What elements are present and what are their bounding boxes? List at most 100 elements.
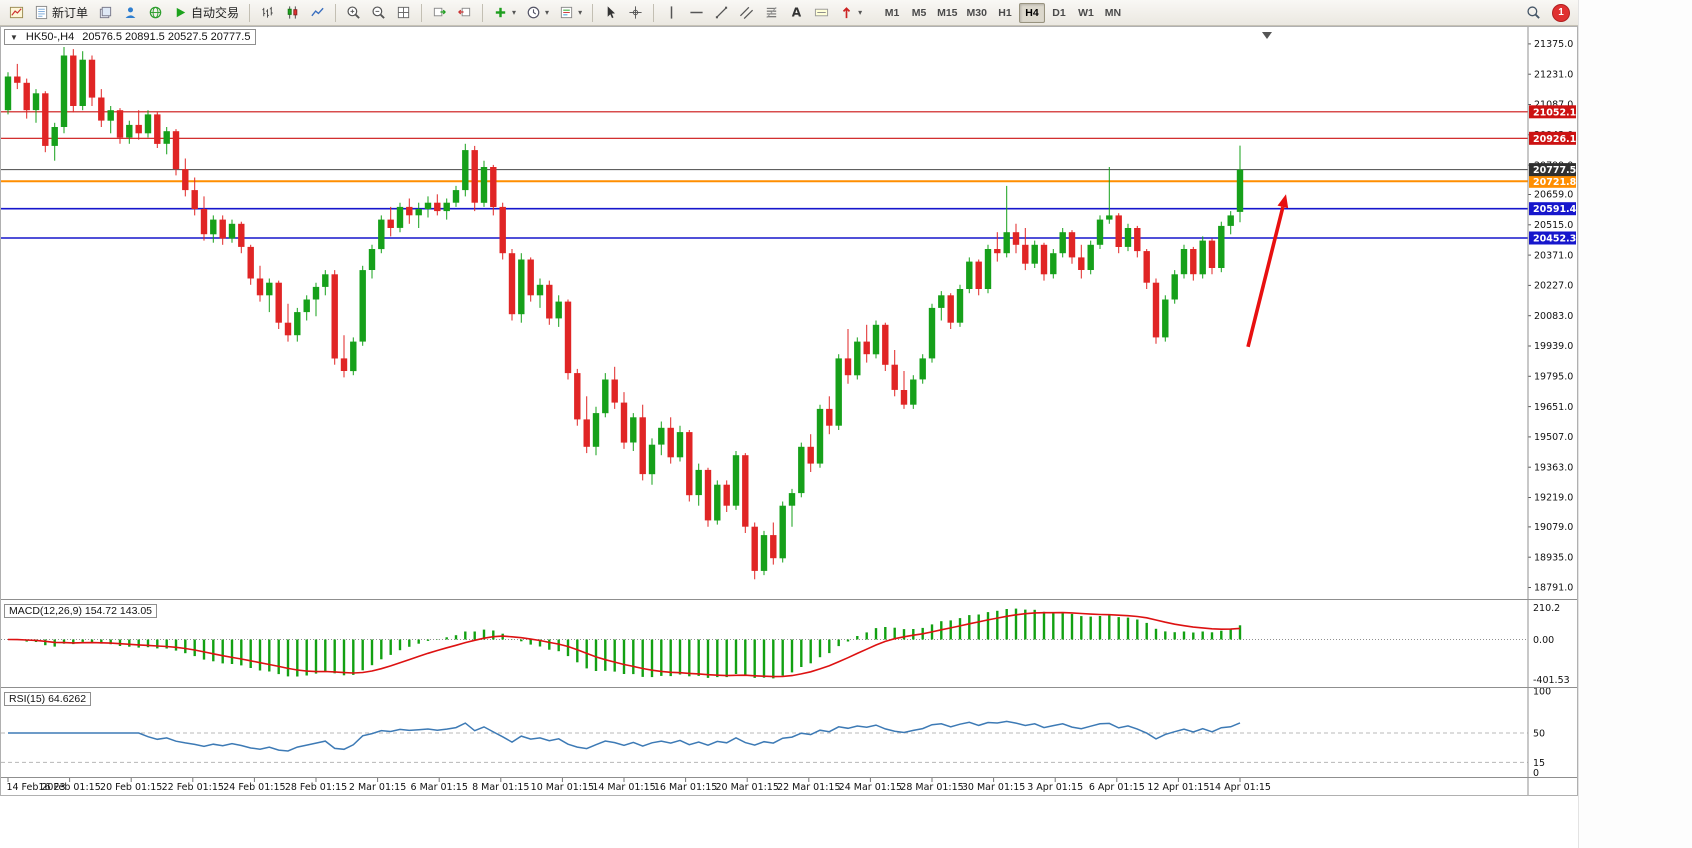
timeframe-m5-button[interactable]: M5 [906, 3, 932, 23]
timeframe-m15-button[interactable]: M15 [933, 3, 961, 23]
crosshair-icon [628, 5, 643, 20]
timeframe-m30-button[interactable]: M30 [963, 3, 991, 23]
cursor-icon [603, 5, 618, 20]
templates-button[interactable]: ▾ [555, 2, 586, 24]
bar-chart-mode-button[interactable] [256, 2, 279, 24]
clock-icon [526, 5, 541, 20]
timeframe-h1-button[interactable]: H1 [992, 3, 1018, 23]
toolbar-separator [249, 3, 251, 22]
template-icon [559, 5, 574, 20]
equidistant-channel-button[interactable] [735, 2, 758, 24]
zoom-out-button[interactable] [367, 2, 390, 24]
trend-icon [714, 5, 729, 20]
svg-text:A: A [792, 6, 802, 20]
svg-text:28 Feb 01:15: 28 Feb 01:15 [285, 782, 347, 793]
chart-shift-button[interactable] [453, 2, 476, 24]
vertical-line-button[interactable] [660, 2, 683, 24]
svg-text:20926.1: 20926.1 [1533, 134, 1576, 145]
shift-icon [457, 5, 472, 20]
chart-icon [9, 5, 24, 20]
svg-text:12 Apr 01:15: 12 Apr 01:15 [1147, 782, 1209, 793]
periods-button[interactable]: ▾ [522, 2, 553, 24]
svg-text:14 Feb 2023: 14 Feb 2023 [6, 782, 65, 793]
grid-icon [396, 5, 411, 20]
search-button[interactable] [1522, 2, 1545, 24]
auto-trading-button[interactable]: 自动交易 [169, 2, 243, 24]
collapse-arrow-icon[interactable]: ▼ [10, 32, 18, 42]
scroll-icon [432, 5, 447, 20]
zoom-in-button[interactable] [342, 2, 365, 24]
text-button[interactable]: A [785, 2, 808, 24]
chart-ohlc: 20576.5 20891.5 20527.5 20777.5 [82, 31, 251, 43]
svg-text:21087.0: 21087.0 [1534, 100, 1573, 111]
toolbar-right-cluster: 1 [1521, 2, 1574, 24]
cursor-button[interactable] [599, 2, 622, 24]
svg-text:16 Mar 01:15: 16 Mar 01:15 [654, 782, 717, 793]
timeframe-h4-button[interactable]: H4 [1018, 2, 1045, 23]
svg-text:210.2: 210.2 [1533, 603, 1560, 614]
svg-text:20083.0: 20083.0 [1534, 311, 1573, 322]
refresh-button[interactable] [144, 2, 167, 24]
caret-down-icon: ▾ [512, 8, 517, 17]
timeframe-d1-button[interactable]: D1 [1046, 3, 1072, 23]
person-icon [123, 5, 138, 20]
macd-pane: 210.2 0.00 -401.53 [1, 603, 1570, 686]
toolbar: 新订单 自动交易 ▾ ▾ ▾ A ▾ M1 M5 M15 M30 H1 H4 D1 W1 MN 1 [0, 0, 1578, 26]
svg-text:0.00: 0.00 [1533, 635, 1554, 646]
svg-text:3 Apr 01:15: 3 Apr 01:15 [1027, 782, 1083, 793]
tile-windows-button[interactable] [392, 2, 415, 24]
fibonacci-button[interactable] [760, 2, 783, 24]
fibo-icon [764, 5, 779, 20]
chart-info-box: ▼ HK50-,H4 20576.5 20891.5 20527.5 20777… [4, 29, 257, 45]
zoom-in-icon [346, 5, 361, 20]
timeframe-mn-button[interactable]: MN [1100, 3, 1126, 23]
indicators-button[interactable]: ▾ [489, 2, 520, 24]
auto-trading-label: 自动交易 [191, 6, 240, 20]
crosshair-button[interactable] [624, 2, 647, 24]
hline-icon [689, 5, 704, 20]
line-chart-mode-button[interactable] [306, 2, 329, 24]
timeframe-w1-button[interactable]: W1 [1073, 3, 1099, 23]
layers-icon [98, 5, 113, 20]
svg-text:8 Mar 01:15: 8 Mar 01:15 [472, 782, 529, 793]
svg-text:6 Apr 01:15: 6 Apr 01:15 [1089, 782, 1145, 793]
new-order-button[interactable]: 新订单 [30, 2, 92, 24]
svg-text:24 Mar 01:15: 24 Mar 01:15 [839, 782, 902, 793]
svg-text:21375.0: 21375.0 [1534, 39, 1573, 50]
svg-text:20 Feb 01:15: 20 Feb 01:15 [100, 782, 162, 793]
toolbar-separator [653, 3, 655, 22]
timeframe-m1-button[interactable]: M1 [879, 3, 905, 23]
svg-text:30 Mar 01:15: 30 Mar 01:15 [962, 782, 1025, 793]
svg-text:19219.0: 19219.0 [1534, 493, 1573, 504]
svg-text:20371.0: 20371.0 [1534, 250, 1573, 261]
auto-scroll-button[interactable] [428, 2, 451, 24]
plus-icon [493, 5, 508, 20]
candles-icon [285, 5, 300, 20]
horizontal-line-button[interactable] [685, 2, 708, 24]
community-button[interactable] [119, 2, 142, 24]
svg-text:18791.0: 18791.0 [1534, 583, 1573, 594]
outside-window-area [1578, 0, 1692, 848]
chart-shift-marker[interactable] [1262, 32, 1272, 39]
label-icon [814, 5, 829, 20]
svg-text:10 Mar 01:15: 10 Mar 01:15 [531, 782, 594, 793]
layouts-button[interactable] [94, 2, 117, 24]
candle-chart-mode-button[interactable] [281, 2, 304, 24]
trendline-button[interactable] [710, 2, 733, 24]
text-label-button[interactable] [810, 2, 833, 24]
arrows-button[interactable]: ▾ [835, 2, 866, 24]
charts-button[interactable] [5, 2, 28, 24]
notifications-badge[interactable]: 1 [1552, 3, 1570, 22]
caret-down-icon: ▾ [545, 8, 550, 17]
svg-text:6 Mar 01:15: 6 Mar 01:15 [411, 782, 468, 793]
svg-text:20777.5: 20777.5 [1533, 165, 1576, 176]
trend-arrow[interactable] [1246, 194, 1289, 348]
channel-icon [739, 5, 754, 20]
chart-area[interactable]: 210.2 0.00 -401.53 100 50 15 0 21375.0 21231.0 21… [0, 26, 1578, 796]
svg-text:15: 15 [1533, 758, 1545, 769]
svg-text:21231.0: 21231.0 [1534, 69, 1573, 80]
svg-text:22 Feb 01:15: 22 Feb 01:15 [162, 782, 224, 793]
